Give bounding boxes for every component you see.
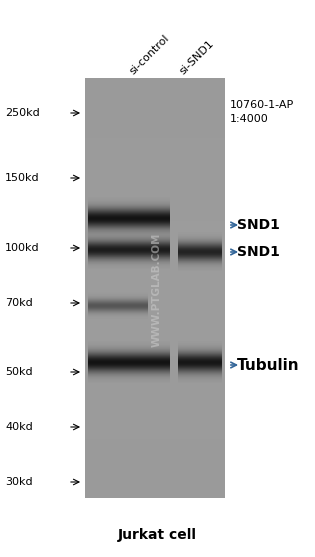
Text: SND1: SND1 [237, 218, 280, 232]
Text: 250kd: 250kd [5, 108, 40, 118]
Text: si-control: si-control [128, 32, 171, 76]
Text: Tubulin: Tubulin [237, 358, 300, 373]
Text: Jurkat cell: Jurkat cell [118, 528, 197, 542]
Text: si-SND1: si-SND1 [178, 38, 216, 76]
Text: 30kd: 30kd [5, 477, 33, 487]
Text: 50kd: 50kd [5, 367, 33, 377]
Text: 10760-1-AP
1:4000: 10760-1-AP 1:4000 [230, 100, 294, 124]
Text: 150kd: 150kd [5, 173, 40, 183]
Text: 40kd: 40kd [5, 422, 33, 432]
Text: 70kd: 70kd [5, 298, 33, 308]
Text: WWW.PTGLAB.COM: WWW.PTGLAB.COM [152, 233, 162, 347]
Text: 100kd: 100kd [5, 243, 40, 253]
Text: SND1: SND1 [237, 245, 280, 259]
